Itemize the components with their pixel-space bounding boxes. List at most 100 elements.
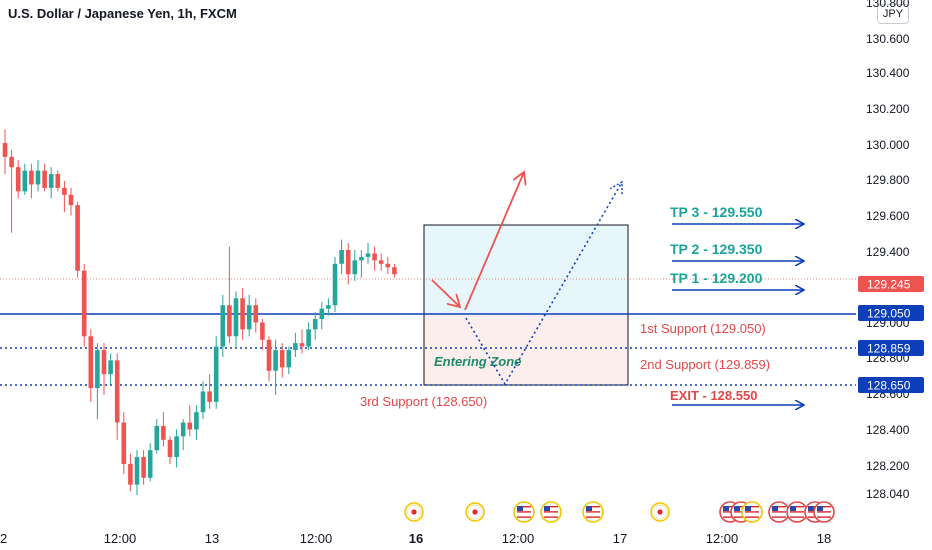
us-flag-icon[interactable] [513, 501, 535, 523]
candle-body [121, 422, 127, 464]
candle [273, 339, 278, 395]
candle-body [279, 350, 285, 368]
candle [147, 443, 153, 482]
candle [161, 412, 166, 447]
candle [29, 163, 34, 199]
candle [345, 243, 351, 285]
us-flag-icon[interactable] [741, 501, 763, 523]
level-label: 1st Support (129.050) [640, 321, 766, 336]
candle-body [332, 263, 338, 306]
price-badge-label: 128.859 [867, 342, 911, 356]
level-label: TP 2 - 129.350 [670, 241, 763, 257]
y-tick-label: 130.400 [866, 66, 910, 80]
candle [352, 250, 358, 282]
candle-body [306, 329, 311, 347]
candle [128, 453, 133, 492]
price-badge [858, 340, 924, 356]
candle [88, 329, 94, 402]
candle [312, 312, 318, 340]
x-tick-label: 13 [205, 531, 219, 546]
candle-body [128, 463, 133, 485]
candle-body [35, 170, 41, 185]
candle [359, 250, 364, 278]
y-tick-label: 130.600 [866, 32, 910, 46]
candle [299, 329, 305, 354]
candle [141, 450, 146, 485]
candle-body [286, 350, 292, 368]
candle [174, 429, 179, 468]
candle [240, 287, 245, 340]
level-label: 3rd Support (128.650) [360, 394, 487, 409]
candle [35, 160, 41, 192]
japan-flag-icon[interactable] [404, 502, 424, 522]
entering-zone-label: Entering Zone [434, 354, 521, 369]
entry-zone-lower-box [423, 313, 629, 386]
candle-body [42, 170, 47, 188]
x-tick-label: 17 [613, 531, 627, 546]
candle [253, 298, 259, 333]
candle-body [154, 425, 160, 451]
x-tick-label: 12:00 [300, 531, 333, 546]
candle-body [312, 319, 318, 330]
candle [121, 412, 127, 475]
candle-body [29, 170, 34, 185]
candle [372, 246, 377, 271]
japan-flag-icon[interactable] [465, 502, 485, 522]
candle [2, 129, 8, 175]
candle [266, 336, 272, 382]
x-tick-label: 12:00 [706, 531, 739, 546]
price-badge-label: 129.050 [867, 307, 911, 321]
candle [319, 301, 325, 330]
candle [154, 419, 160, 454]
candle-body [385, 263, 391, 268]
candle [55, 170, 61, 192]
candle-body [227, 305, 232, 337]
y-tick-label: 128.040 [866, 487, 910, 501]
candle [108, 353, 113, 385]
candle [286, 346, 292, 375]
red-arrow-down [431, 279, 460, 307]
candle-body [260, 322, 265, 340]
candle-body [194, 412, 199, 430]
candle-body [220, 305, 226, 347]
candle [22, 163, 28, 195]
us-flag-icon[interactable] [582, 501, 604, 523]
currency-badge[interactable]: JPY [877, 4, 909, 24]
x-tick-label: 16 [409, 531, 423, 546]
candle [332, 256, 338, 313]
y-tick-label: 129.400 [866, 245, 910, 259]
y-tick-label: 128.200 [866, 459, 910, 473]
y-tick-label: 130.200 [866, 102, 910, 116]
candle [233, 291, 239, 347]
candle [9, 149, 14, 233]
candle-body [167, 439, 173, 458]
japan-flag-icon[interactable] [650, 502, 670, 522]
candle [48, 167, 54, 199]
candle-body [378, 260, 384, 264]
us-flag-icon[interactable] [768, 501, 790, 523]
candle-body [352, 260, 358, 275]
candle-body [114, 360, 120, 423]
candle [339, 239, 344, 275]
candle-body [187, 422, 193, 430]
level-label: TP 3 - 129.550 [670, 204, 763, 220]
candle [220, 294, 226, 357]
candle-body [200, 391, 206, 413]
candle-body [246, 305, 252, 330]
y-tick-label: 129.600 [866, 209, 910, 223]
us-flag-icon[interactable] [786, 501, 808, 523]
y-tick-label: 130.800 [866, 0, 910, 10]
candle-body [22, 170, 28, 192]
red-arrow-up [464, 172, 524, 311]
candle-body [81, 270, 87, 337]
x-tick-label: 12:00 [502, 531, 535, 546]
candle-body [161, 425, 166, 440]
candle-body [88, 336, 94, 389]
us-flag-icon[interactable] [813, 501, 835, 523]
candle [187, 405, 193, 437]
candle [293, 332, 298, 357]
x-tick-label: 18 [817, 531, 831, 546]
y-tick-label: 128.400 [866, 423, 910, 437]
us-flag-icon[interactable] [540, 501, 562, 523]
candle-body [319, 308, 325, 320]
